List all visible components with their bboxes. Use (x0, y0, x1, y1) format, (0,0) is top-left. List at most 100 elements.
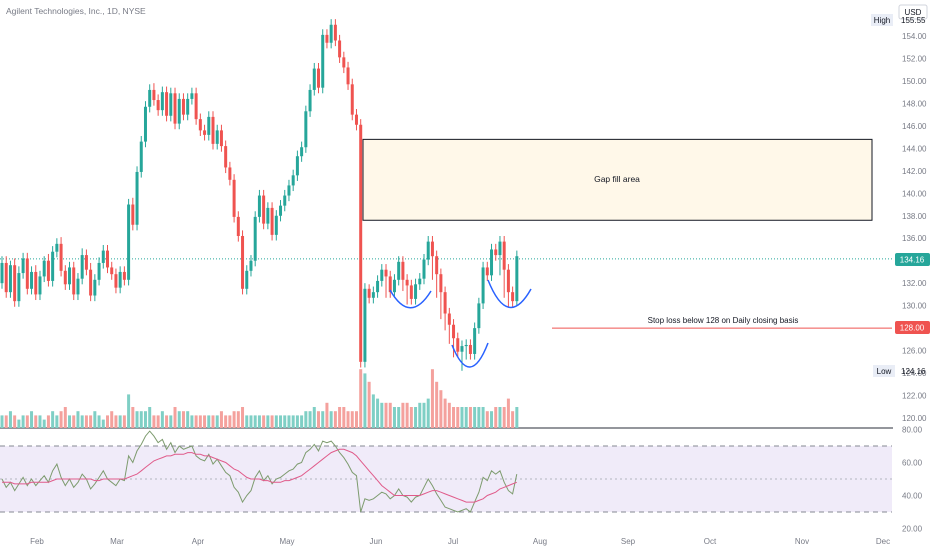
candle-body (380, 269, 384, 281)
candle-body (224, 146, 228, 168)
volume-bar (21, 415, 25, 428)
volume-bar (283, 415, 287, 428)
candle-body (122, 271, 126, 280)
candle-body (388, 276, 392, 293)
volume-bar (274, 415, 278, 428)
volume-bar (0, 415, 4, 428)
volume-bar (422, 402, 426, 428)
volume-bar (211, 415, 215, 428)
candle-body (447, 313, 451, 325)
candle-body (169, 93, 173, 116)
volume-bar (76, 411, 80, 428)
volume-bar (68, 415, 72, 428)
volume-bar (177, 411, 181, 428)
volume-bar (447, 402, 451, 428)
volume-bar (97, 415, 101, 428)
volume-bar (266, 415, 270, 428)
currency-label: USD (905, 8, 922, 17)
price-tick-label: 122.00 (902, 392, 927, 401)
gap-fill-area[interactable] (362, 138, 873, 221)
volume-bar (350, 411, 354, 428)
pattern-curve-right[interactable] (487, 279, 532, 308)
candle-body (287, 185, 291, 196)
candle-body (308, 89, 312, 112)
candle-body (236, 216, 240, 236)
volume-bar (384, 402, 388, 428)
candle-body (342, 57, 346, 68)
rsi-lines (1, 430, 518, 513)
volume-bar (207, 415, 211, 428)
candle-body (346, 67, 350, 85)
volume-bar (173, 407, 177, 428)
candle-body (506, 269, 510, 293)
volume-bar (114, 415, 118, 428)
candle-body (376, 280, 380, 293)
currency-button[interactable] (898, 4, 928, 20)
volume-bar (262, 415, 266, 428)
volume-bar (194, 415, 198, 428)
volume-bar (51, 411, 55, 428)
volume-bar (359, 369, 363, 428)
volume-bar (376, 398, 380, 428)
candle-body (59, 243, 63, 271)
time-tick-label: Oct (704, 537, 717, 546)
volume-bar (122, 415, 126, 428)
candle-body (426, 241, 430, 260)
volume-bar (203, 415, 207, 428)
candle-body (422, 259, 426, 279)
volume-bar (443, 398, 447, 428)
candle-body (329, 24, 333, 43)
volume-bar (468, 407, 472, 428)
volume-bar (215, 415, 219, 428)
candle-body (219, 130, 223, 147)
rsi-tick-label: 60.00 (902, 459, 923, 468)
candle-body (211, 116, 215, 144)
time-axis[interactable]: Feb Mar Apr May Jun Jul Aug Sep Oct Nov Dec (30, 537, 890, 546)
volume-bar (511, 411, 515, 428)
candle-body (418, 278, 422, 285)
candle-body (481, 267, 485, 304)
candle-body (279, 205, 283, 216)
candle-body (392, 279, 396, 293)
candle-body (139, 141, 143, 172)
candle-body (498, 241, 502, 256)
price-axis-background[interactable] (893, 0, 932, 550)
volume-bar (106, 415, 109, 428)
candlesticks (0, 19, 519, 371)
volume-bar (59, 411, 63, 428)
volume-bar (490, 411, 494, 428)
volume-bar (198, 415, 202, 428)
volume-bar (426, 398, 430, 428)
candle-body (473, 328, 477, 354)
volume-bar (55, 415, 59, 428)
volume-bar (380, 402, 384, 428)
volume-bar (452, 407, 456, 428)
stop-loss-label: Stop loss below 128 on Daily closing bas… (648, 316, 799, 325)
price-tick-label: 124.00 (902, 369, 927, 378)
candle-body (274, 215, 278, 235)
candle-body (485, 267, 489, 276)
volume-bar (228, 415, 232, 428)
candle-body (93, 279, 97, 296)
pattern-curve-middle[interactable] (451, 342, 489, 368)
pattern-curve-left[interactable] (389, 289, 432, 309)
candle-body (42, 260, 46, 277)
candle-body (165, 92, 169, 116)
time-tick-label: Jul (448, 537, 458, 546)
volume-bar (219, 411, 223, 428)
volume-bar (8, 411, 12, 428)
last-price-value: 134.16 (900, 256, 925, 265)
time-tick-label: Nov (795, 537, 809, 546)
rsi-line (1, 430, 518, 513)
volume-bar (143, 411, 147, 428)
candle-body (371, 292, 375, 298)
candle-body (148, 89, 152, 107)
gap-fill-label: Gap fill area (594, 174, 640, 184)
candle-body (4, 262, 8, 293)
volume-bar (308, 411, 312, 428)
candle-body (80, 255, 84, 279)
volume-bar (409, 407, 413, 428)
high-tag (871, 14, 893, 26)
candle-body (317, 68, 320, 88)
